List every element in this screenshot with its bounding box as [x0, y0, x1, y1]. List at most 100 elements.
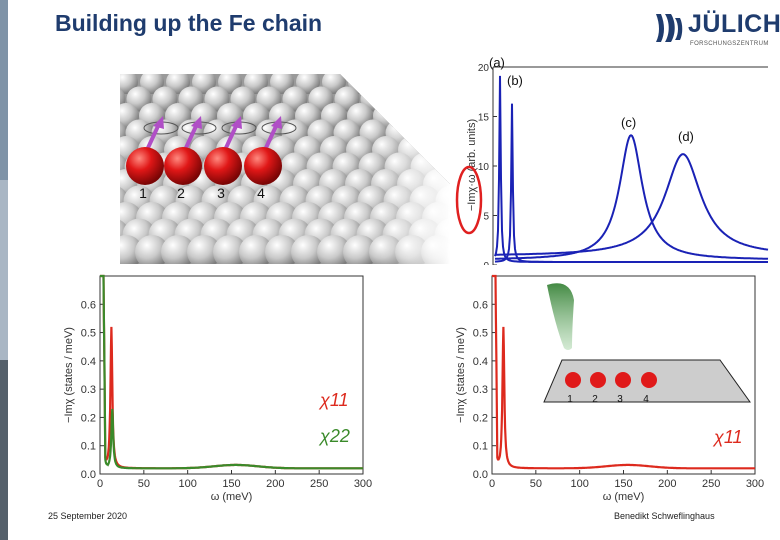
highlight-ellipse — [455, 165, 483, 235]
juelich-logo: JÜLICH FORSCHUNGSZENTRUM — [650, 8, 780, 52]
substrate-sphere — [386, 86, 412, 112]
xtick-label: 0 — [489, 478, 495, 490]
panel-label: (c) — [621, 115, 636, 130]
substrate-sphere — [400, 74, 424, 94]
fe-atom — [590, 372, 606, 388]
xtick-label: 250 — [310, 478, 328, 490]
substrate-sphere — [218, 74, 242, 94]
inset-atom-label: 1 — [567, 394, 573, 405]
fe-atom — [565, 372, 581, 388]
logo-wordmark: JÜLICH — [688, 10, 780, 38]
ytick-label: 0.0 — [81, 469, 96, 481]
spin-arrow — [263, 123, 279, 151]
spectrum-curve — [494, 75, 768, 263]
ytick-label: 20 — [478, 63, 490, 74]
series-line — [492, 274, 755, 470]
xtick-label: 200 — [658, 478, 676, 490]
atom-label: 3 — [217, 185, 225, 201]
footer-author: Benedikt Schweflinghaus — [614, 511, 715, 521]
substrate-sphere — [135, 235, 169, 264]
ytick-label: 0.0 — [473, 469, 488, 481]
spin-arrows — [143, 116, 297, 151]
xtick-label: 150 — [222, 478, 240, 490]
spin-arrow-head — [271, 116, 282, 129]
juelich-logo-icon — [656, 14, 683, 42]
y-axis-label: −Imχ (states / meV) — [63, 327, 75, 423]
spin-arrow-head — [153, 116, 164, 129]
substrate-sphere — [343, 235, 377, 264]
precession-cone — [547, 283, 574, 350]
spectrum-curve — [494, 103, 768, 263]
substrate-sphere — [399, 103, 425, 129]
substrate-sphere — [438, 86, 450, 112]
xtick-label: 300 — [354, 478, 372, 490]
spin-arrow-head — [231, 116, 242, 129]
xtick-label: 300 — [746, 478, 764, 490]
ytick-label: 0.1 — [81, 441, 96, 453]
ytick-label: 0.6 — [473, 299, 488, 311]
series-label: χ11 — [318, 390, 349, 410]
spin-arrow — [145, 123, 161, 151]
fe-atom — [615, 372, 631, 388]
spin-arrow — [223, 123, 239, 151]
panel-label: (d) — [678, 129, 694, 144]
ytick-label: 0.5 — [473, 328, 488, 340]
inset-atom-label: 2 — [592, 394, 598, 405]
series-label: χ11 — [712, 427, 743, 447]
substrate-sphere — [426, 74, 450, 94]
ytick-label: 0 — [483, 261, 489, 265]
substrate-sphere — [120, 74, 138, 94]
substrate-sphere — [322, 74, 346, 94]
fe-atom — [641, 372, 657, 388]
series-label: χ22 — [318, 426, 350, 446]
substrate-sphere — [161, 235, 195, 264]
ytick-label: 0.3 — [81, 384, 96, 396]
substrate-sphere — [140, 74, 164, 94]
ytick-label: 0.5 — [81, 328, 96, 340]
fe-atom — [126, 147, 164, 185]
logo-subtitle: FORSCHUNGSZENTRUM — [690, 41, 769, 47]
xtick-label: 50 — [138, 478, 150, 490]
spin-arrow — [183, 123, 199, 151]
substrate-sphere — [296, 74, 320, 94]
spectrum-curve — [495, 153, 769, 256]
xtick-label: 50 — [530, 478, 542, 490]
atom-label: 1 — [139, 185, 147, 201]
x-axis-label: ω (meV) — [603, 491, 645, 503]
xtick-label: 250 — [702, 478, 720, 490]
atom-label: 4 — [257, 185, 265, 201]
ytick-label: 0.3 — [473, 384, 488, 396]
substrate-sphere — [265, 235, 299, 264]
ytick-label: 0.6 — [81, 299, 96, 311]
substrate-sphere — [120, 235, 143, 264]
ytick-label: 15 — [478, 113, 490, 124]
fe-chain-image: 1 2 3 4 — [120, 74, 450, 264]
substrate-sphere — [412, 86, 438, 112]
xtick-label: 0 — [97, 478, 103, 490]
substrate-sphere — [424, 136, 450, 164]
substrate-sphere — [437, 119, 450, 147]
substrate-sphere — [291, 235, 325, 264]
slide-title: Building up the Fe chain — [55, 10, 323, 36]
substrate-sphere — [213, 235, 247, 264]
atom-labels: 1 2 3 4 — [139, 185, 265, 201]
y-axis-label: −Imχ (states / meV) — [455, 327, 467, 423]
ytick-label: 0.4 — [473, 356, 488, 368]
substrate-sphere — [425, 103, 450, 129]
series-line — [100, 274, 363, 470]
x-axis-label: ω (meV) — [211, 491, 253, 503]
ytick-label: 5 — [483, 212, 489, 223]
substrate-sphere — [270, 74, 294, 94]
spectrum-curve — [495, 134, 769, 260]
fe-atom — [164, 147, 202, 185]
footer-date: 25 September 2020 — [48, 511, 128, 521]
ytick-label: 0.4 — [81, 356, 96, 368]
substrate-sphere — [244, 74, 268, 94]
panel-label: (b) — [507, 73, 523, 88]
atom-label: 2 — [177, 185, 185, 201]
spin-arrow-head — [191, 116, 202, 129]
xtick-label: 100 — [178, 478, 196, 490]
ytick-label: 10 — [478, 162, 490, 173]
sidebar-accent — [0, 0, 8, 540]
panel-label: (a) — [489, 55, 505, 70]
